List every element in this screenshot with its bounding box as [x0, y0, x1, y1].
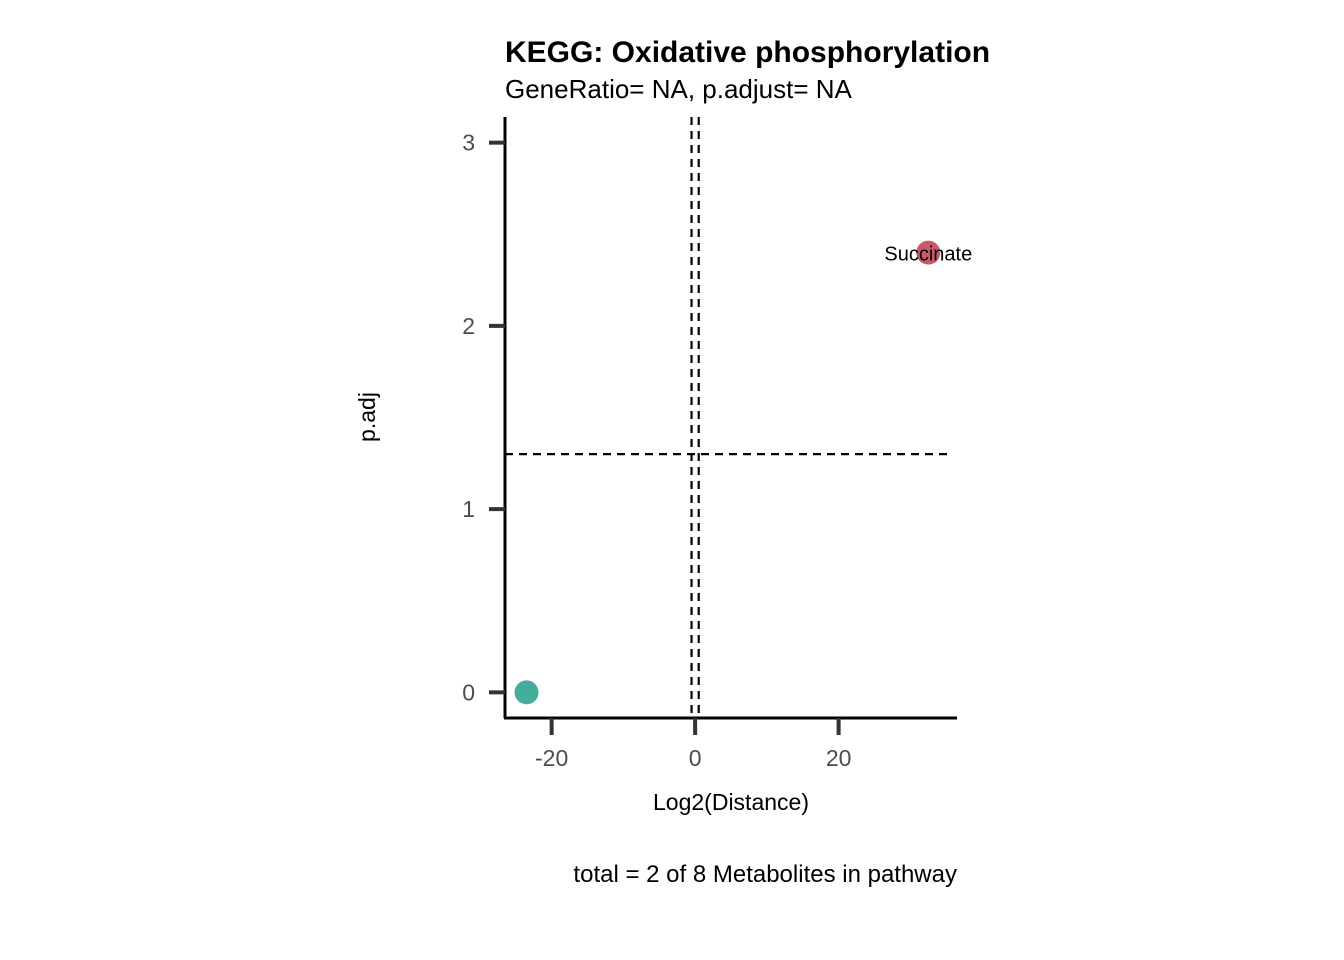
- y-tick-label: 3: [462, 130, 475, 156]
- y-axis-ticks: 0 1 2 3: [462, 130, 505, 705]
- data-point: [916, 240, 941, 265]
- x-axis-title: Log2(Distance): [653, 789, 809, 815]
- data-point: [514, 680, 539, 705]
- y-tick-label: 0: [462, 679, 475, 705]
- y-axis-title: p.adj: [354, 392, 380, 442]
- point-label: Succinate: [884, 244, 972, 266]
- x-tick-label: -20: [535, 745, 568, 771]
- chart-caption: total = 2 of 8 Metabolites in pathway: [573, 861, 957, 888]
- chart-title: KEGG: Oxidative phosphorylation: [505, 36, 990, 69]
- point-labels: Succinate: [884, 244, 972, 266]
- x-axis-ticks: -20 0 20: [535, 718, 851, 771]
- reference-lines: [505, 117, 950, 718]
- y-tick-label: 2: [462, 313, 475, 339]
- chart-subtitle: GeneRatio= NA, p.adjust= NA: [505, 74, 853, 104]
- data-points: [514, 240, 941, 705]
- x-tick-label: 20: [826, 745, 852, 771]
- y-tick-label: 1: [462, 496, 475, 522]
- x-tick-label: 0: [689, 745, 702, 771]
